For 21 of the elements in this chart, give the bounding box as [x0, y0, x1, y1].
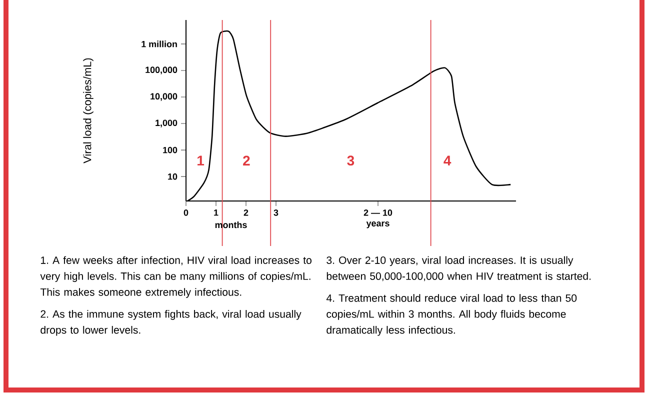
y-tick-label: 100,000	[146, 66, 178, 74]
x-tick-label: 2	[244, 210, 248, 216]
text: 3. Over 2-10 years, viral load increases. It is usually between 50,000-100,000 when HIV treatment is started.	[326, 256, 591, 282]
text: years	[366, 222, 390, 228]
annotation: 1	[198, 156, 204, 166]
y-axis-title: Viral load (copies/mL)	[83, 58, 94, 164]
text: 4. Treatment should reduce viral load to less than 50 copies/mL within 3 months. All body fluids become dramatically less infectious.	[326, 294, 577, 336]
text: 1. A few weeks after infection, HIV viral load increases to very high levels. This can be many millions of copies/mL. This makes someone extremely infectious.	[40, 256, 312, 298]
x-tick-label: 2 — 10	[364, 210, 392, 216]
annotation: 2	[243, 156, 250, 166]
annotation: 3	[347, 156, 354, 166]
annotation: 4	[444, 156, 452, 166]
x-tick-label: 3	[274, 210, 278, 216]
x-tick-label: 0	[184, 210, 188, 216]
y-tick-label: 10,000	[150, 93, 178, 101]
text: 2. As the immune system fights back, viral load usually drops to lower levels.	[40, 310, 302, 336]
x-tick-label: 1	[214, 210, 218, 216]
y-tick-label: 10	[168, 173, 178, 180]
y-tick-label: 1 million	[142, 40, 177, 48]
y-tick-label: 1,000	[156, 120, 178, 128]
y-tick-label: 100	[163, 146, 178, 154]
